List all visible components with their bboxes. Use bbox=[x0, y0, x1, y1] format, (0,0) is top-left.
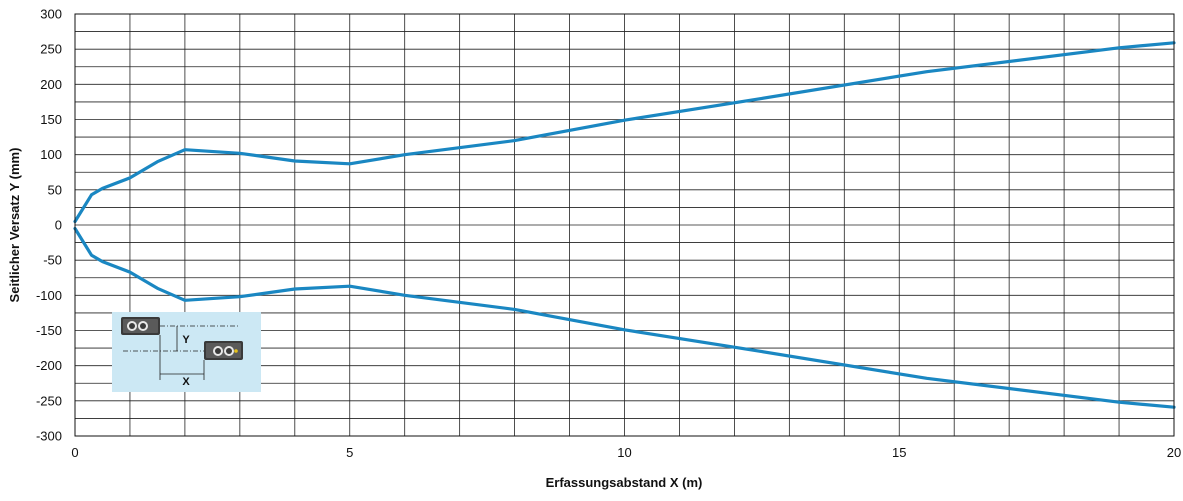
y-tick-label: 200 bbox=[40, 77, 62, 92]
plot-frame bbox=[74, 13, 1175, 437]
sensor-receiver-icon bbox=[204, 341, 243, 360]
y-tick-label: -50 bbox=[43, 253, 62, 268]
series-layer bbox=[73, 41, 1176, 409]
inset-label-y: Y bbox=[182, 334, 190, 346]
y-tick-label: 250 bbox=[40, 42, 62, 57]
inset-label-x: X bbox=[182, 376, 190, 388]
sensor-diagram-inset: Y X bbox=[112, 312, 261, 392]
y-tick-label: 150 bbox=[40, 112, 62, 127]
series-line-upper bbox=[73, 41, 1176, 224]
tick-labels: 300250200150100500-50-100-150-200-250-30… bbox=[36, 7, 1181, 461]
x-axis-title: Erfassungsabstand X (m) bbox=[546, 475, 703, 490]
y-axis-title: Seitlicher Versatz Y (mm) bbox=[7, 148, 22, 303]
x-tick-label: 20 bbox=[1167, 445, 1181, 460]
y-tick-label: -200 bbox=[36, 358, 62, 373]
plot-border bbox=[74, 13, 1175, 437]
x-tick-label: 0 bbox=[71, 445, 78, 460]
y-tick-label: 0 bbox=[55, 218, 62, 233]
y-tick-label: -300 bbox=[36, 429, 62, 444]
dimension-lines bbox=[123, 325, 240, 380]
y-tick-label: -250 bbox=[36, 393, 62, 408]
x-tick-label: 5 bbox=[346, 445, 353, 460]
sensor-emitter-icon bbox=[121, 317, 160, 335]
x-tick-label: 10 bbox=[617, 445, 631, 460]
y-tick-label: -150 bbox=[36, 323, 62, 338]
y-tick-label: 300 bbox=[40, 7, 62, 22]
y-tick-label: 100 bbox=[40, 147, 62, 162]
y-tick-label: 50 bbox=[48, 182, 62, 197]
y-tick-label: -100 bbox=[36, 288, 62, 303]
grid bbox=[74, 13, 1175, 437]
x-tick-label: 15 bbox=[892, 445, 906, 460]
series-line-lower bbox=[73, 226, 1176, 409]
